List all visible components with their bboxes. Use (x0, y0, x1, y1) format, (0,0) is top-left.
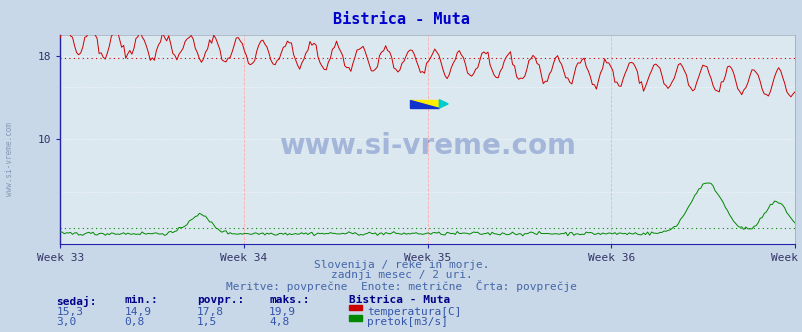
Text: maks.:: maks.: (269, 295, 309, 305)
Text: temperatura[C]: temperatura[C] (367, 307, 461, 317)
Text: Meritve: povprečne  Enote: metrične  Črta: povprečje: Meritve: povprečne Enote: metrične Črta:… (225, 280, 577, 291)
Text: Slovenija / reke in morje.: Slovenija / reke in morje. (314, 260, 488, 270)
Text: www.si-vreme.com: www.si-vreme.com (279, 132, 575, 160)
Text: 17,8: 17,8 (196, 307, 224, 317)
Text: zadnji mesec / 2 uri.: zadnji mesec / 2 uri. (330, 270, 472, 280)
Polygon shape (439, 100, 448, 108)
Text: min.:: min.: (124, 295, 158, 305)
Text: Bistrica - Muta: Bistrica - Muta (349, 295, 450, 305)
Text: povpr.:: povpr.: (196, 295, 244, 305)
Text: 15,3: 15,3 (56, 307, 83, 317)
Text: Bistrica - Muta: Bistrica - Muta (333, 12, 469, 27)
Text: 1,5: 1,5 (196, 317, 217, 327)
Polygon shape (410, 100, 439, 108)
Text: 19,9: 19,9 (269, 307, 296, 317)
Text: 4,8: 4,8 (269, 317, 289, 327)
Text: www.si-vreme.com: www.si-vreme.com (5, 123, 14, 196)
Text: sedaj:: sedaj: (56, 295, 96, 306)
Text: 0,8: 0,8 (124, 317, 144, 327)
Text: 3,0: 3,0 (56, 317, 76, 327)
Text: pretok[m3/s]: pretok[m3/s] (367, 317, 448, 327)
Text: 14,9: 14,9 (124, 307, 152, 317)
Polygon shape (410, 100, 439, 108)
